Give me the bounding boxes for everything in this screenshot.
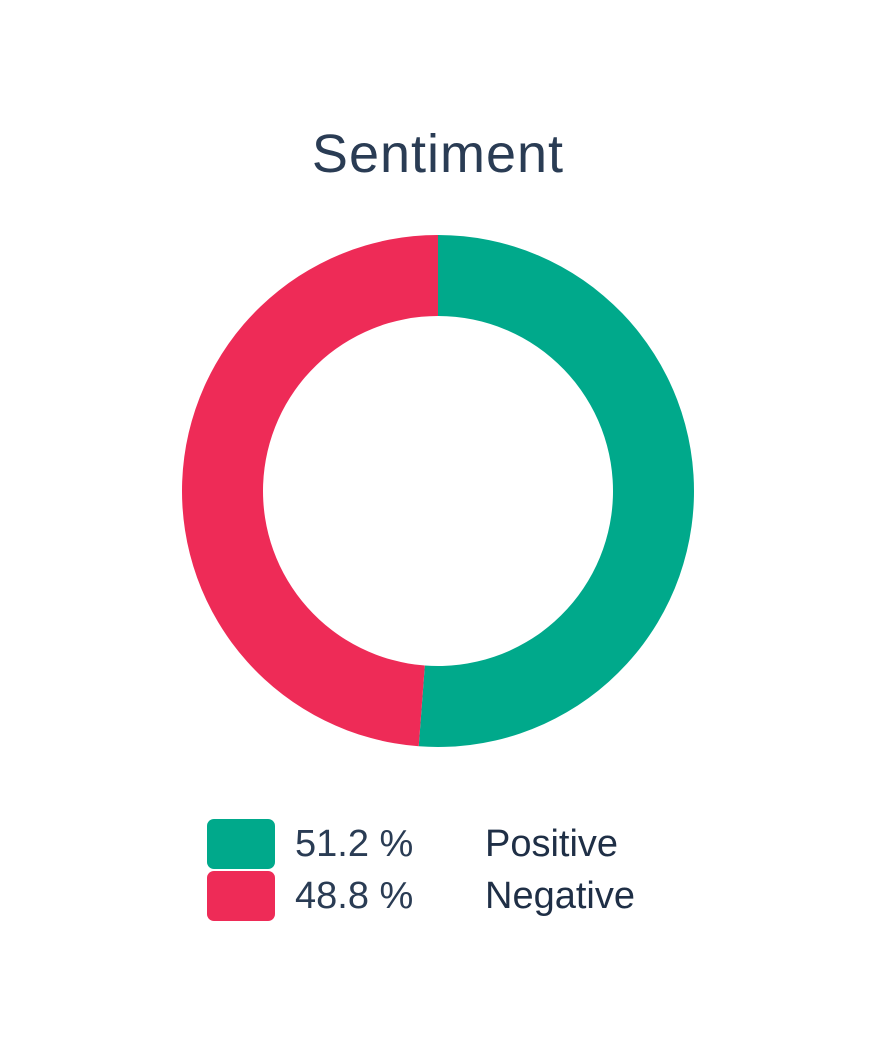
- slice-negative: [181, 235, 439, 747]
- legend-value-negative: 48.8 %: [295, 874, 414, 917]
- legend-swatch-positive: [207, 819, 275, 869]
- legend-label-negative: Negative: [485, 874, 635, 917]
- legend-swatch-negative: [207, 871, 275, 921]
- legend-value-positive: 51.2 %: [295, 822, 414, 865]
- legend-item-positive: 51.2 % Positive: [207, 818, 635, 870]
- chart-title: Sentiment: [311, 124, 565, 184]
- legend-label-positive: Positive: [485, 822, 619, 865]
- legend-item-negative: 48.8 % Negative: [207, 870, 635, 922]
- slice-positive: [418, 235, 694, 747]
- legend: 51.2 % Positive 48.8 % Negative: [207, 818, 635, 922]
